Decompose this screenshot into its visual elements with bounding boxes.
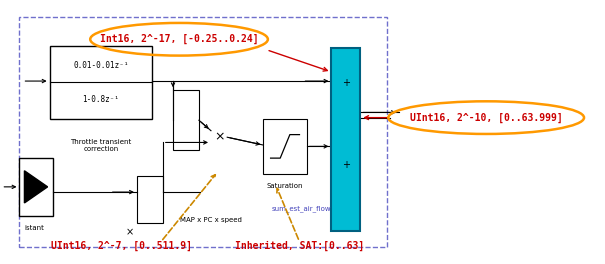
Text: Saturation: Saturation — [267, 183, 303, 189]
Text: istant: istant — [25, 225, 44, 231]
Text: Inherited, SAT:[0..63]: Inherited, SAT:[0..63] — [235, 241, 364, 251]
Text: 0.01-0.01z⁻¹: 0.01-0.01z⁻¹ — [73, 61, 128, 70]
Text: UInt16, 2^-7, [0..511.9]: UInt16, 2^-7, [0..511.9] — [51, 241, 192, 251]
Text: Int16, 2^-17, [-0.25..0.24]: Int16, 2^-17, [-0.25..0.24] — [100, 34, 258, 44]
Text: UInt16, 2^-10, [0..63.999]: UInt16, 2^-10, [0..63.999] — [410, 112, 563, 123]
FancyBboxPatch shape — [173, 90, 199, 150]
Text: sum_est_air_flow: sum_est_air_flow — [272, 205, 331, 212]
Polygon shape — [24, 171, 48, 203]
Text: Throttle transient
correction: Throttle transient correction — [70, 139, 131, 152]
Text: +: + — [342, 161, 350, 171]
FancyBboxPatch shape — [332, 48, 361, 231]
Text: ×: × — [126, 228, 134, 238]
FancyBboxPatch shape — [263, 119, 307, 174]
FancyBboxPatch shape — [137, 176, 163, 223]
Text: MAP x PC x speed: MAP x PC x speed — [180, 217, 242, 223]
Text: ×: × — [214, 131, 224, 144]
FancyBboxPatch shape — [50, 46, 152, 119]
Text: 1-0.8z⁻¹: 1-0.8z⁻¹ — [82, 95, 119, 104]
FancyBboxPatch shape — [19, 158, 53, 216]
Text: +: + — [342, 78, 350, 88]
